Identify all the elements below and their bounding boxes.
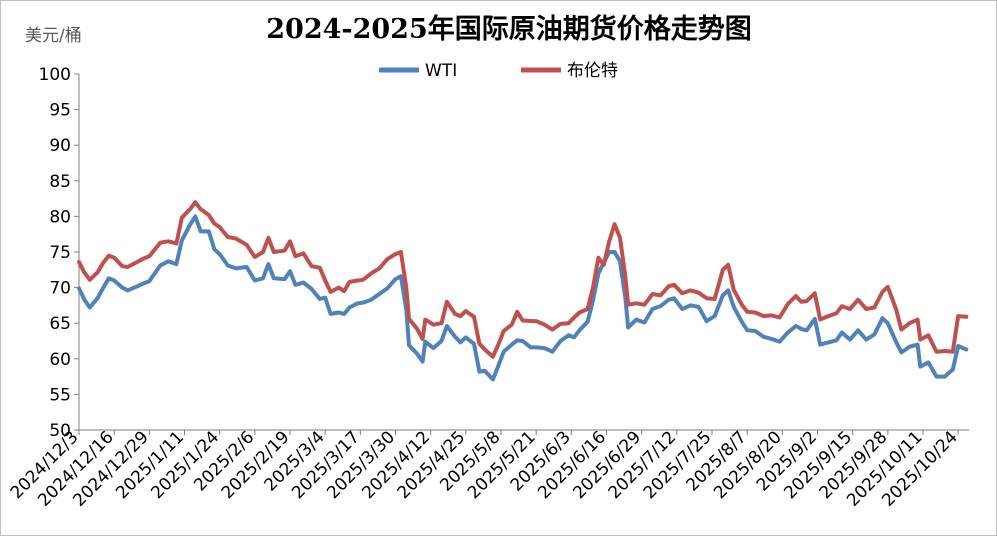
chart-title: 2024-2025年国际原油期货价格走势图 xyxy=(266,13,752,45)
series-layer xyxy=(77,200,969,382)
legend-label-brent: 布伦特 xyxy=(567,61,618,81)
y-axis: 50 55 60 65 70 75 80 85 90 95 100 xyxy=(39,65,80,441)
y-tick-label: 75 xyxy=(49,243,71,263)
y-tick-label: 90 xyxy=(49,136,71,156)
y-tick-label: 80 xyxy=(49,207,71,227)
y-tick-label: 95 xyxy=(49,101,71,121)
y-tick-label: 55 xyxy=(49,385,71,405)
y-tick-label: 60 xyxy=(49,350,71,370)
y-tick-label: 65 xyxy=(49,314,71,334)
y-tick-label: 50 xyxy=(49,421,71,441)
x-axis: 2024/12/32024/12/162024/12/292025/1/1120… xyxy=(7,427,969,511)
y-tick-label: 100 xyxy=(39,65,71,85)
y-tick-label: 85 xyxy=(49,172,71,192)
series-line-wti xyxy=(77,214,969,382)
y-tick-label: 70 xyxy=(49,279,71,299)
legend: WTI 布伦特 xyxy=(379,61,618,81)
y-axis-unit-label: 美元/桶 xyxy=(25,26,82,46)
series-line-brent xyxy=(77,200,969,359)
legend-label-wti: WTI xyxy=(425,61,457,81)
